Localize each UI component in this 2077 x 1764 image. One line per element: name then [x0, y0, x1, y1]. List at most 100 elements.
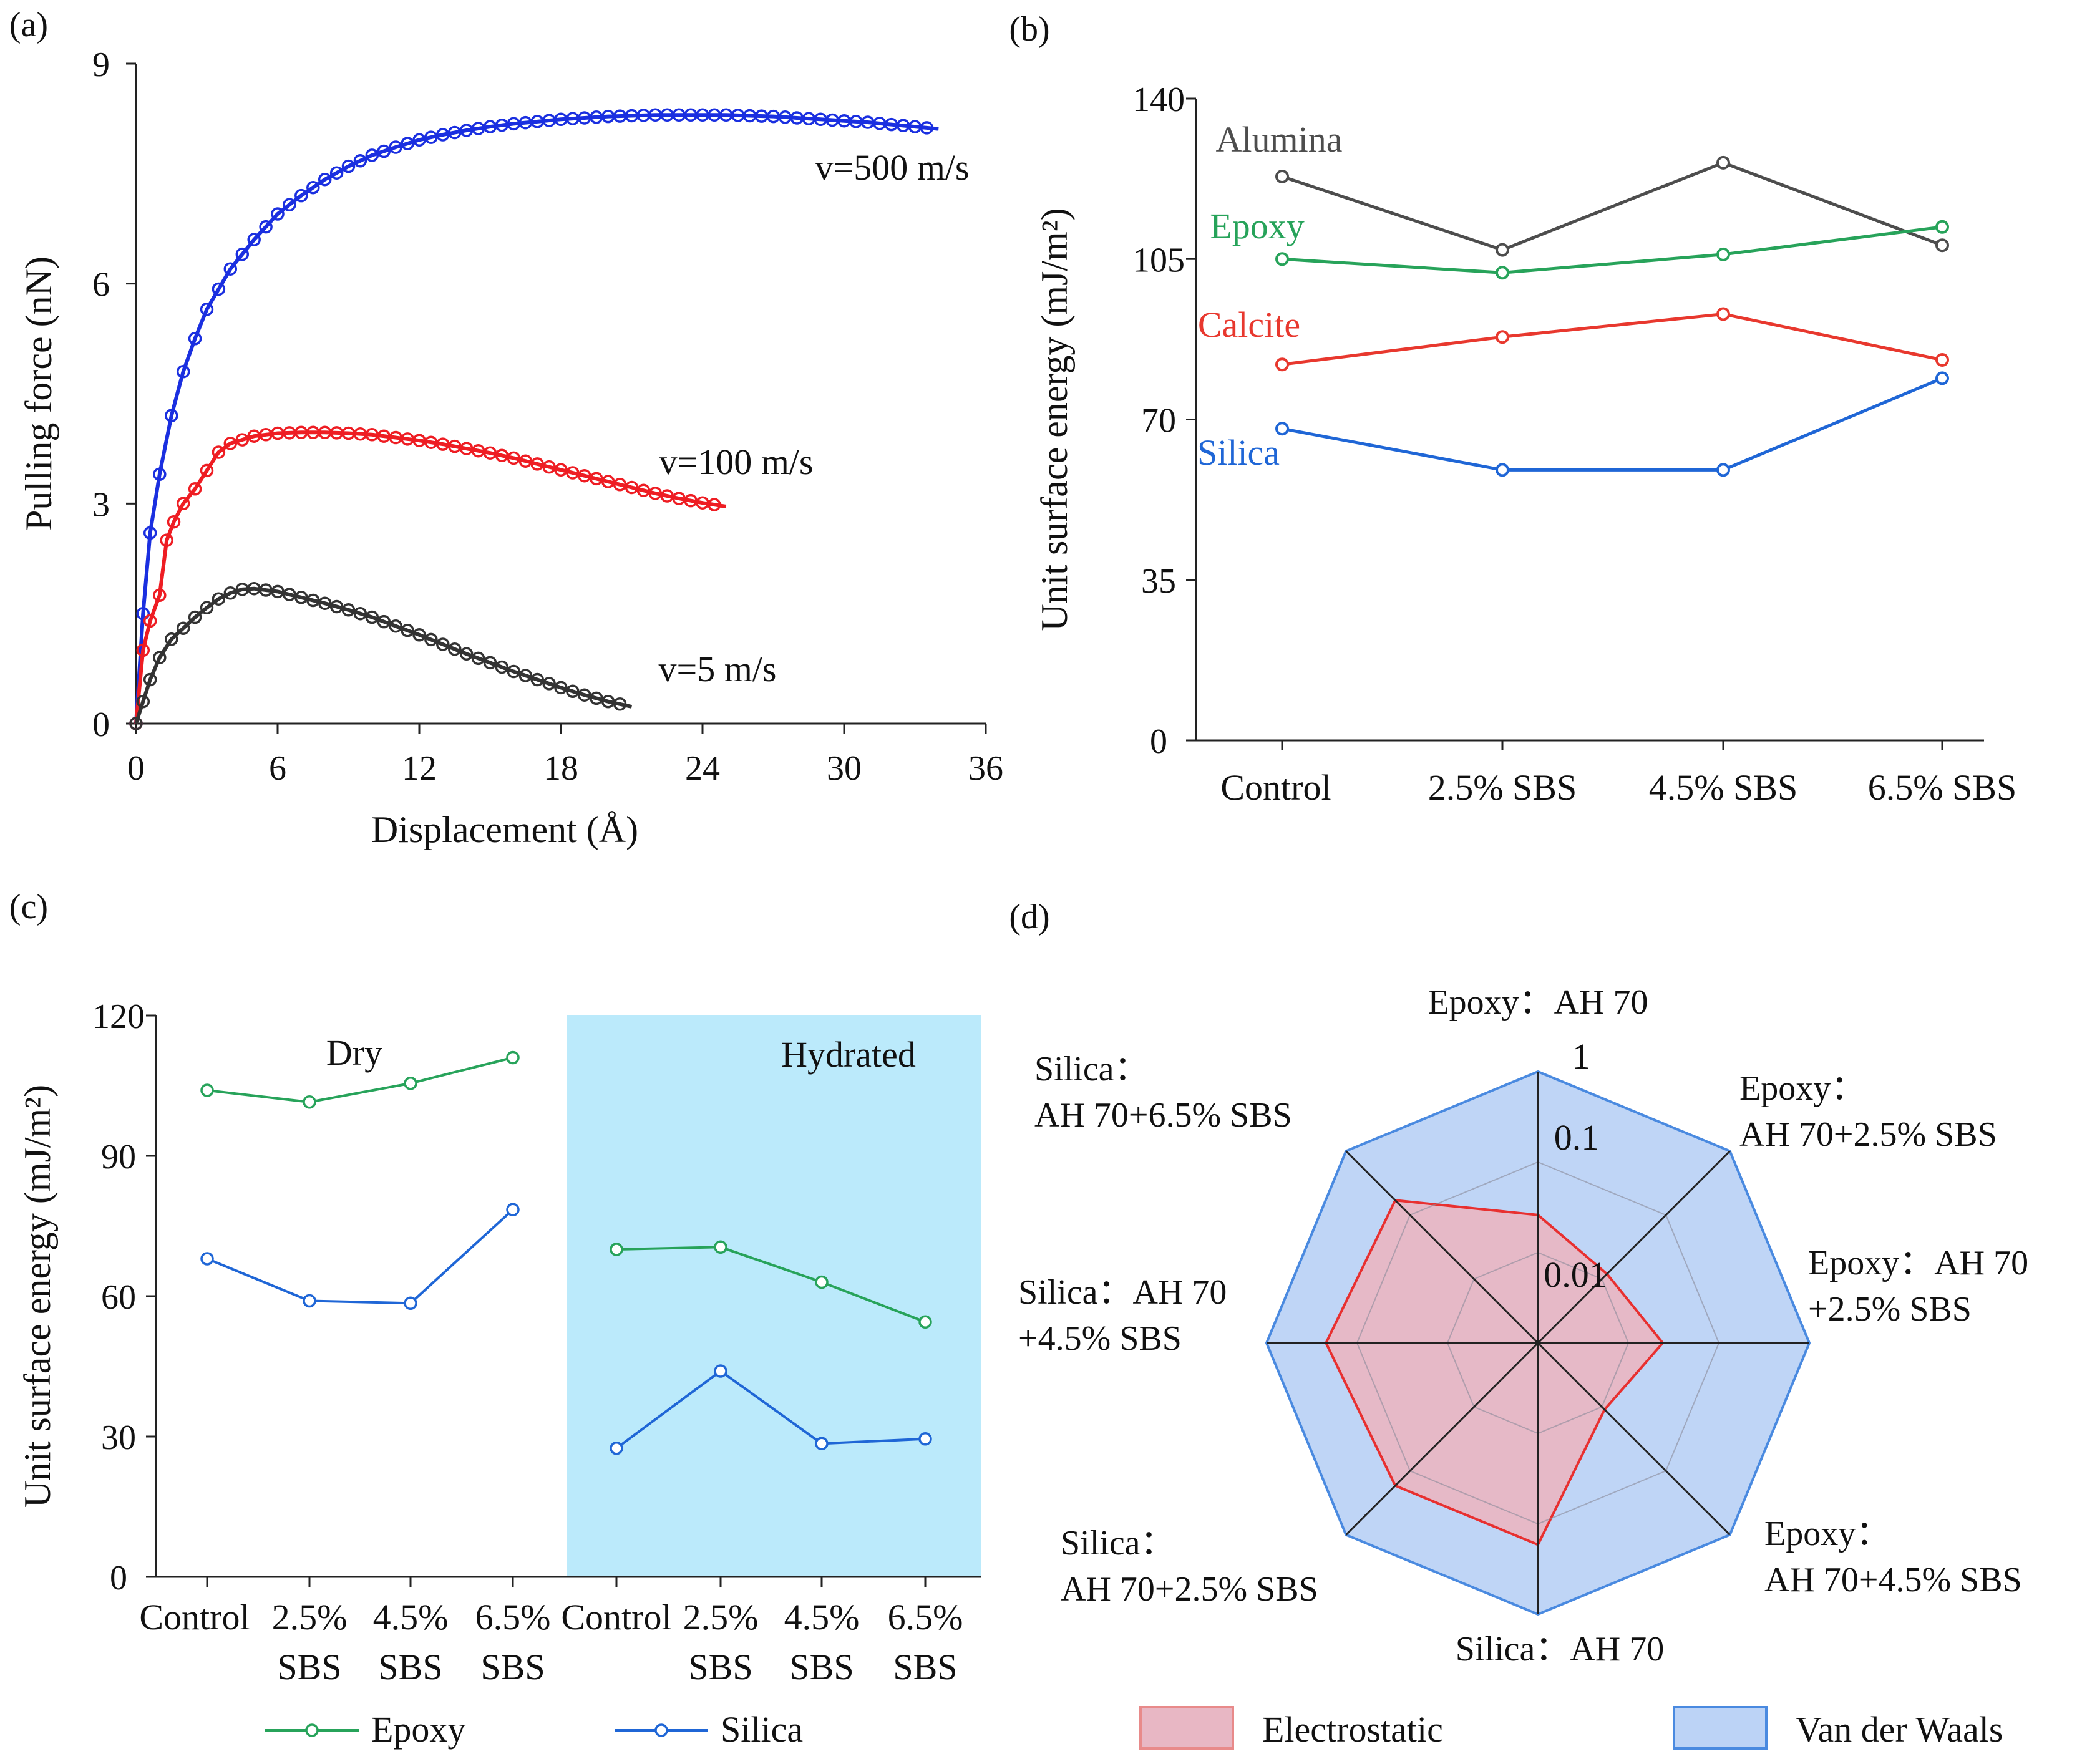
- data-point: [303, 1095, 316, 1109]
- radar-axis-label: Epoxy：: [1764, 1514, 1890, 1553]
- series-v=100 m/s: [129, 425, 727, 730]
- radar-axis-label: Silica：AH 70: [1456, 1630, 1664, 1669]
- data-point: [365, 610, 379, 624]
- x-tick-label: 4.5%: [373, 1597, 449, 1637]
- series-line: [1282, 312, 1943, 366]
- hydrated-region: [567, 1015, 981, 1577]
- data-point: [306, 593, 320, 608]
- data-point: [1935, 371, 1949, 385]
- y-tick-label: 9: [92, 46, 110, 84]
- y-tick-label: 120: [92, 997, 145, 1036]
- x-tick-label: SBS: [480, 1647, 545, 1687]
- y-tick-label: 35: [1141, 562, 1176, 601]
- data-point: [578, 688, 591, 702]
- data-point: [518, 669, 533, 682]
- data-point: [341, 603, 356, 617]
- data-point: [200, 1083, 214, 1097]
- data-point: [506, 1050, 520, 1065]
- data-point: [448, 642, 462, 656]
- radar-ring-label: 0.1: [1554, 1117, 1600, 1158]
- x-tick-label: 30: [827, 749, 862, 788]
- data-point: [1496, 463, 1509, 477]
- series-line: [134, 113, 939, 724]
- data-point: [1275, 357, 1289, 372]
- data-point: [1496, 330, 1509, 344]
- panel-c: (c) 0 30 60 90 120 Control 2.5% SBS 4.5% SBS 6.5% SB…: [9, 888, 981, 1750]
- data-point: [188, 482, 202, 496]
- x-tick-label: 4.5% SBS: [1649, 767, 1798, 808]
- data-point: [708, 498, 721, 511]
- y-tick-label: 60: [101, 1278, 136, 1317]
- data-point: [610, 1243, 623, 1256]
- x-tick-label: 18: [543, 749, 578, 788]
- y-axis-title: Unit surface energy (mJ/m²): [17, 1085, 58, 1508]
- data-point: [1275, 170, 1289, 183]
- data-point: [129, 717, 143, 730]
- y-tick-label: 105: [1132, 241, 1185, 279]
- data-point: [235, 433, 250, 447]
- series-line: [207, 1056, 513, 1103]
- data-point: [815, 1437, 829, 1451]
- x-tick-label: 12: [402, 749, 437, 788]
- series-Calcite: [1275, 307, 1949, 372]
- data-point: [259, 220, 273, 234]
- data-point: [223, 262, 238, 276]
- series-line: [134, 430, 727, 724]
- x-tick-label: SBS: [378, 1647, 442, 1687]
- radar-axis-label: Epoxy：: [1739, 1069, 1865, 1108]
- data-point: [160, 533, 173, 547]
- series-line: [616, 1246, 926, 1324]
- data-point: [601, 475, 615, 488]
- data-point: [918, 1315, 932, 1329]
- data-point: [136, 606, 150, 621]
- data-point: [165, 409, 178, 423]
- data-point: [436, 637, 450, 651]
- data-point: [613, 478, 627, 492]
- series-label: v=5 m/s: [658, 649, 776, 689]
- x-tick-label: SBS: [789, 1647, 854, 1687]
- series-Epoxy: [200, 1050, 932, 1329]
- x-tick-label: SBS: [277, 1647, 341, 1687]
- legend: Epoxy Silica: [265, 1709, 803, 1750]
- series-v=5 m/s: [129, 581, 633, 730]
- data-point: [303, 1294, 316, 1308]
- data-point: [271, 584, 285, 599]
- radar-spoke: [1345, 1342, 1539, 1536]
- data-point: [1716, 155, 1730, 170]
- data-point: [212, 282, 226, 296]
- data-point: [714, 1240, 727, 1254]
- data-point: [590, 472, 603, 486]
- radar-spoke: [1345, 1150, 1539, 1344]
- x-tick-label: 2.5%: [272, 1597, 348, 1637]
- data-point: [212, 445, 226, 459]
- data-point: [143, 614, 157, 628]
- data-point: [625, 480, 639, 495]
- data-point: [542, 460, 556, 474]
- series-line: [1282, 161, 1943, 252]
- y-tick-label: 0: [110, 1559, 127, 1597]
- y-tick-label: 0: [1150, 722, 1167, 761]
- y-tick-label: 70: [1141, 402, 1176, 440]
- data-point: [1716, 463, 1730, 477]
- radar-axis-label: AH 70+2.5% SBS: [1739, 1115, 1997, 1154]
- radar-ring-label: 0.01: [1544, 1254, 1607, 1295]
- x-tick-label: 6.5% SBS: [1868, 767, 2017, 808]
- data-point: [200, 1252, 214, 1266]
- series-label: Epoxy: [1210, 206, 1304, 246]
- data-point: [318, 596, 332, 610]
- data-point: [318, 172, 332, 187]
- series-label: v=100 m/s: [659, 442, 813, 482]
- radar-axis-label: Epoxy：AH 70: [1428, 983, 1648, 1022]
- data-point: [176, 497, 190, 511]
- data-point: [401, 137, 414, 150]
- data-point: [365, 148, 379, 162]
- data-point: [235, 247, 250, 261]
- data-point: [188, 610, 202, 624]
- radar-axis-label: AH 70+6.5% SBS: [1034, 1096, 1292, 1135]
- data-point: [329, 599, 344, 614]
- data-point: [136, 643, 150, 657]
- x-tick-label: 36: [968, 749, 1003, 788]
- data-point: [136, 694, 150, 709]
